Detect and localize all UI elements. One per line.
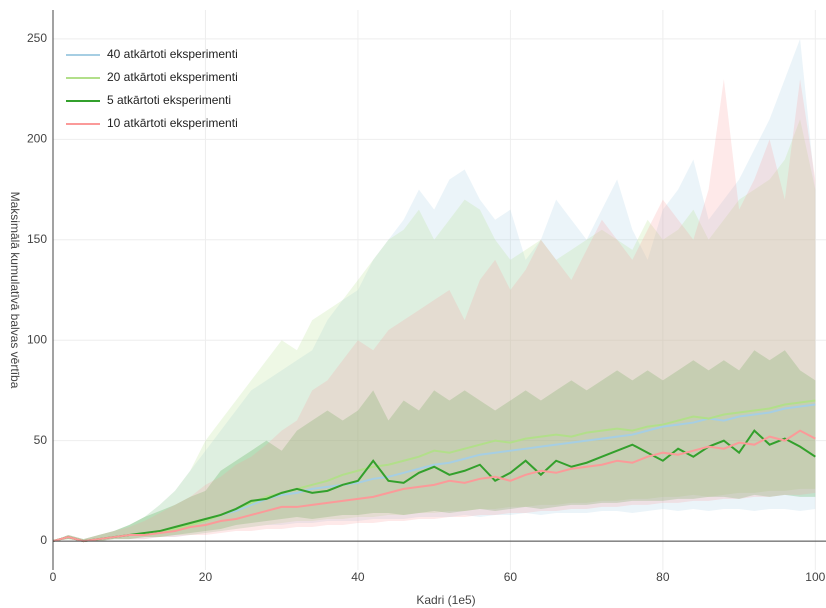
x-tick-label: 20 — [199, 570, 213, 584]
x-axis-label: Kadri (1e5) — [416, 593, 475, 607]
band — [53, 79, 816, 542]
x-tick-label: 100 — [805, 570, 825, 584]
y-tick-label: 50 — [34, 433, 48, 447]
legend-label: 40 atkārtoti eksperimenti — [107, 47, 238, 61]
y-tick-label: 0 — [40, 533, 47, 547]
y-tick-label: 150 — [27, 232, 47, 246]
series-line — [52, 399, 816, 543]
series-line — [52, 429, 816, 543]
y-tick-label: 100 — [27, 332, 47, 346]
y-tick-label: 200 — [27, 132, 47, 146]
y-axis-label: Maksimālā kumulatīvā balvas vērtība — [8, 192, 22, 389]
x-tick-label: 60 — [504, 570, 518, 584]
legend-label: 10 atkārtoti eksperimenti — [107, 116, 238, 130]
band — [53, 350, 816, 542]
band — [53, 38, 816, 542]
x-tick-label: 80 — [656, 570, 670, 584]
x-tick-label: 0 — [50, 570, 57, 584]
series-line — [52, 429, 816, 543]
legend-label: 5 atkārtoti eksperimenti — [107, 93, 231, 107]
x-tick-label: 40 — [351, 570, 365, 584]
y-tick-label: 250 — [27, 31, 47, 45]
legend-label: 20 atkārtoti eksperimenti — [107, 70, 238, 84]
